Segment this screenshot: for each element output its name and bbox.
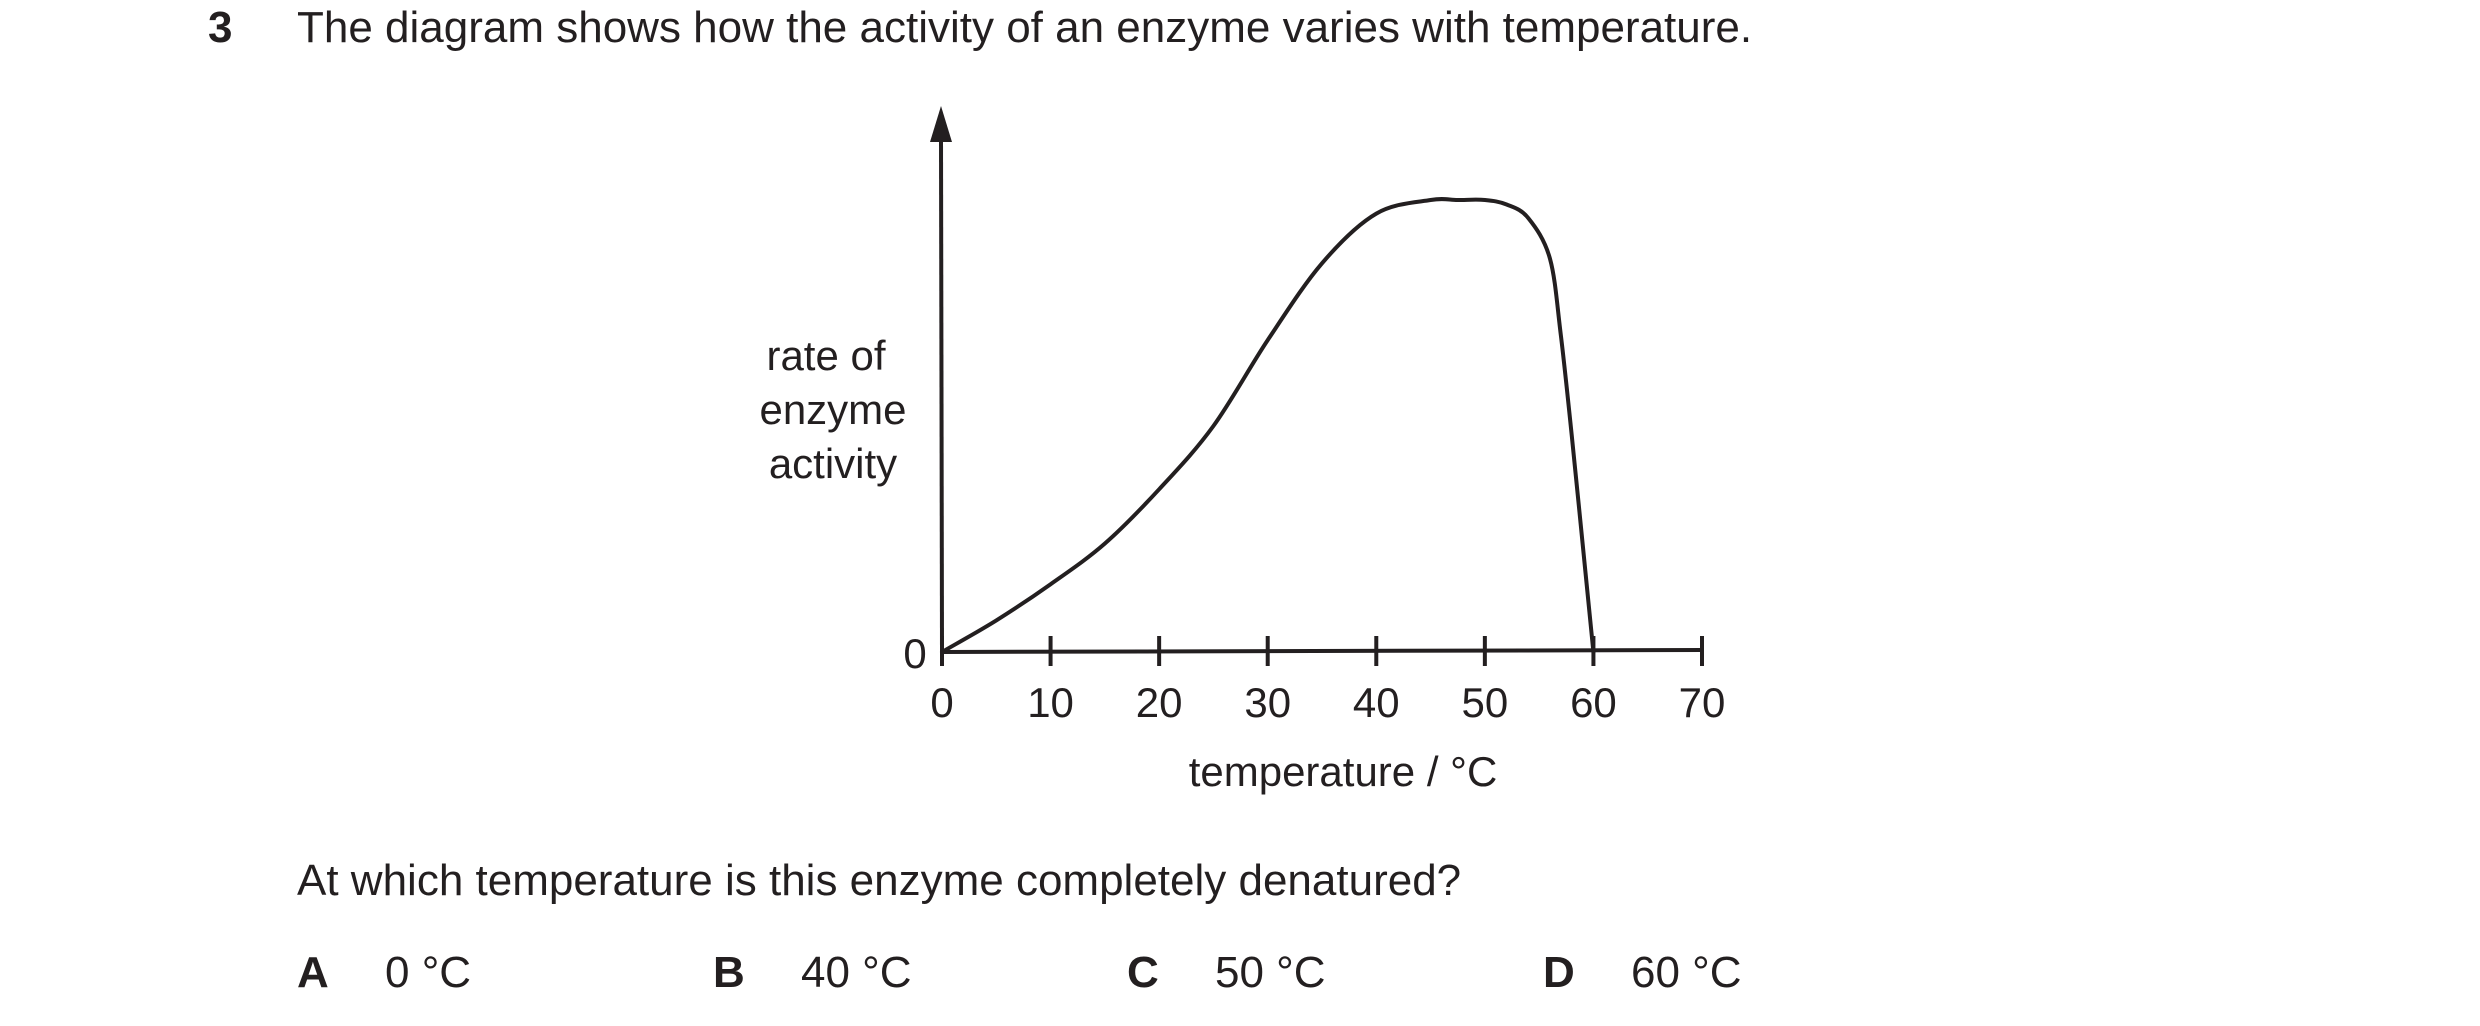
x-tick-label-60: 60	[1570, 679, 1617, 726]
enzyme-activity-curve	[940, 196, 1596, 654]
y-origin-label: 0	[903, 630, 926, 677]
y-axis-label-line-1: rate of	[766, 332, 885, 379]
x-tick-label-10: 10	[1027, 679, 1074, 726]
x-tick-label-40: 40	[1353, 679, 1400, 726]
y-axis-arrowhead	[930, 106, 952, 142]
option-d-letter: D	[1543, 948, 1575, 997]
x-axis-label: temperature / °C	[1189, 748, 1498, 795]
y-axis-label-line-3: activity	[769, 440, 897, 487]
y-axis-label-line-2: enzyme	[759, 386, 906, 433]
option-a-letter: A	[297, 948, 329, 997]
option-b-text: 40 °C	[801, 948, 912, 997]
x-axis	[941, 648, 1703, 654]
x-tick-label-30: 30	[1244, 679, 1291, 726]
x-tick-label-20: 20	[1136, 679, 1183, 726]
question-number: 3	[208, 3, 233, 52]
x-axis-tick-labels: 0 10 20 30 40 50 60 70	[930, 679, 1725, 726]
option-c-letter: C	[1127, 948, 1159, 997]
option-b-letter: B	[713, 948, 745, 997]
question-stem: The diagram shows how the activity of an…	[297, 3, 1753, 52]
x-tick-label-0: 0	[930, 679, 953, 726]
y-axis	[939, 137, 944, 653]
option-a-text: 0 °C	[385, 948, 472, 997]
x-tick-label-50: 50	[1461, 679, 1508, 726]
x-tick-label-70: 70	[1679, 679, 1726, 726]
option-d-text: 60 °C	[1631, 948, 1742, 997]
option-c-text: 50 °C	[1215, 948, 1326, 997]
y-axis-label: rate of enzyme activity	[759, 332, 906, 487]
question-prompt: At which temperature is this enzyme comp…	[297, 856, 1462, 905]
